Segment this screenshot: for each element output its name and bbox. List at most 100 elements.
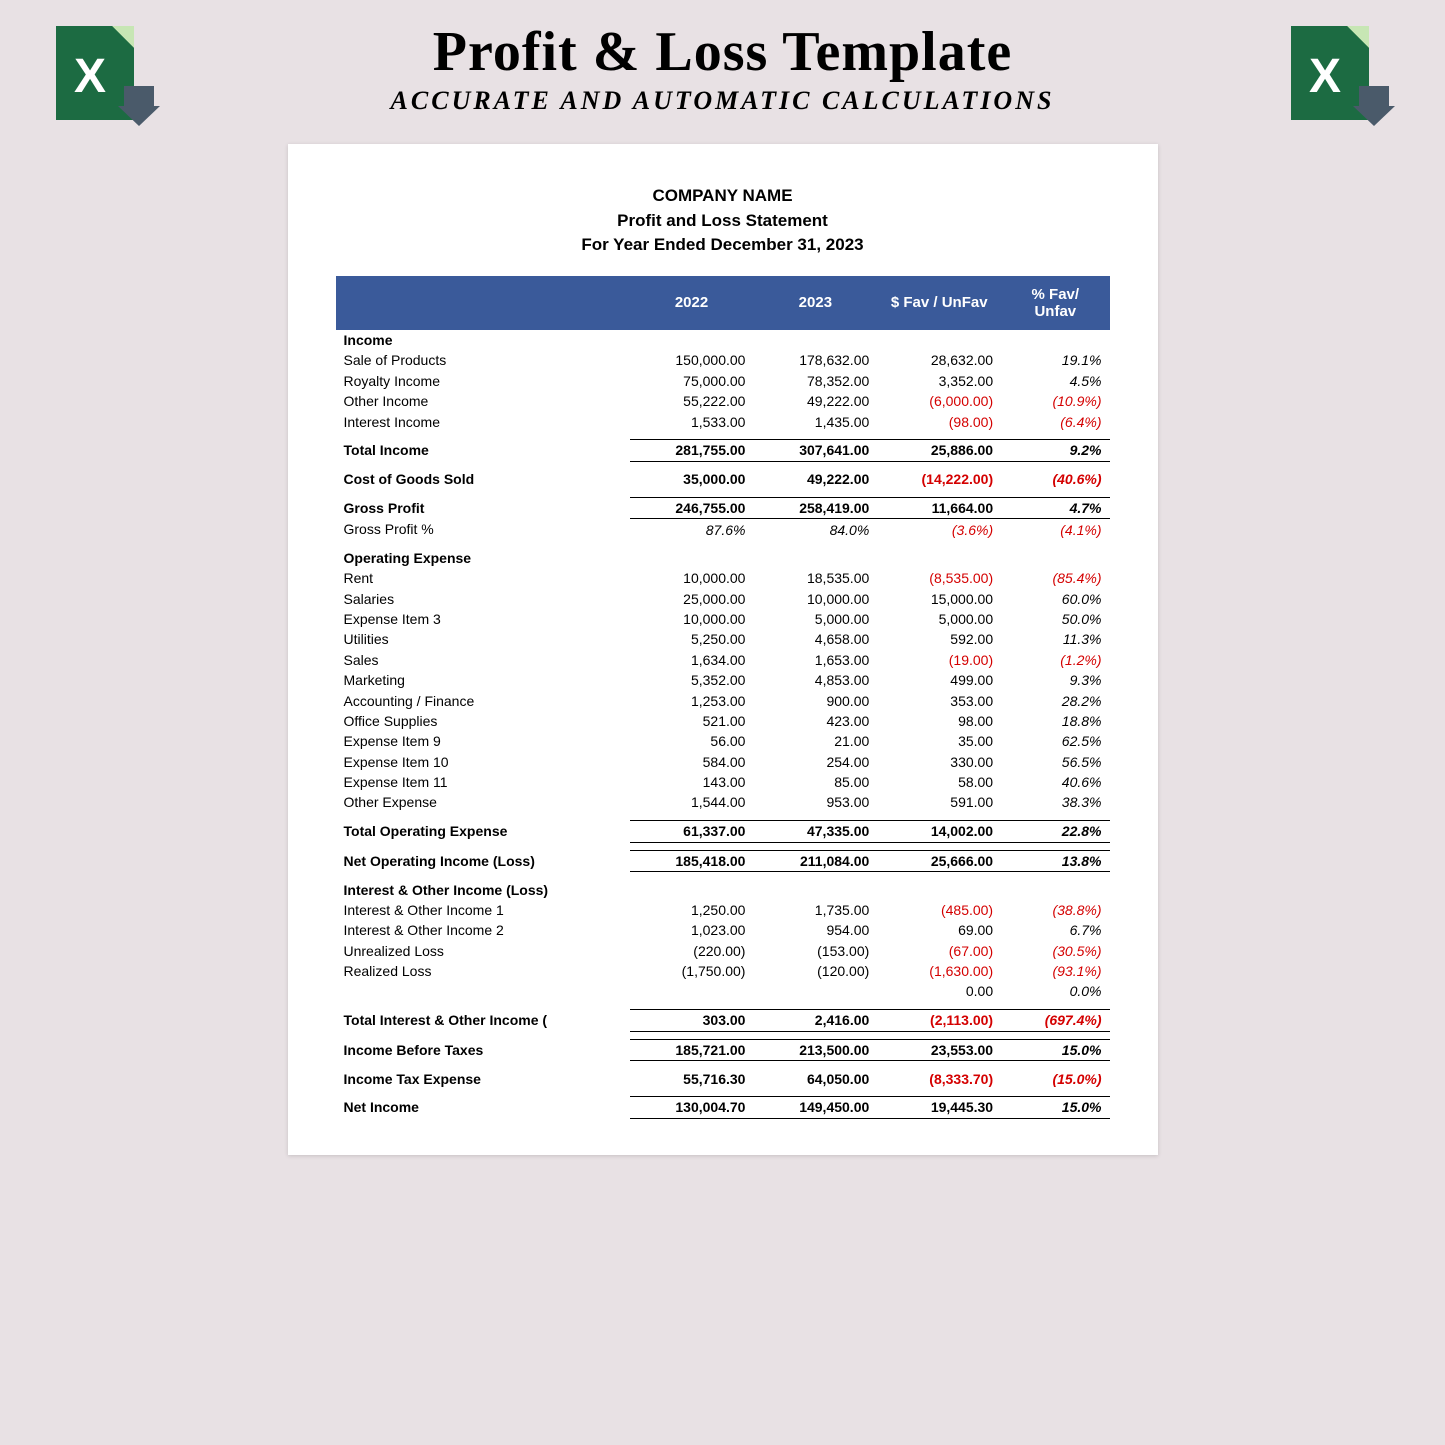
cell: 55,222.00 bbox=[630, 391, 754, 411]
cell: 35.00 bbox=[877, 731, 1001, 751]
cell: 60.0% bbox=[1001, 589, 1109, 609]
cell: 28,632.00 bbox=[877, 350, 1001, 370]
cell: 423.00 bbox=[753, 711, 877, 731]
cell: (153.00) bbox=[753, 941, 877, 961]
table-row: Salaries25,000.0010,000.0015,000.0060.0% bbox=[336, 589, 1110, 609]
table-header-row: 2022 2023 $ Fav / UnFav % Fav/ Unfav bbox=[336, 276, 1110, 330]
cell: Utilities bbox=[336, 629, 630, 649]
cell: 22.8% bbox=[1001, 821, 1109, 842]
table-row bbox=[336, 813, 1110, 821]
cell: 25,666.00 bbox=[877, 850, 1001, 871]
cell: 98.00 bbox=[877, 711, 1001, 731]
table-row: Interest Income1,533.001,435.00(98.00)(6… bbox=[336, 411, 1110, 431]
pnl-sheet: COMPANY NAME Profit and Loss Statement F… bbox=[288, 144, 1158, 1155]
excel-download-icon: X bbox=[1285, 20, 1395, 135]
cell: 15.0% bbox=[1001, 1039, 1109, 1060]
cell: (120.00) bbox=[753, 961, 877, 981]
cell: (38.8%) bbox=[1001, 900, 1109, 920]
table-row: 0.000.0% bbox=[336, 981, 1110, 1001]
cell: 1,653.00 bbox=[753, 650, 877, 670]
cell bbox=[877, 879, 1001, 899]
cell: (3.6%) bbox=[877, 519, 1001, 540]
cell: (93.1%) bbox=[1001, 961, 1109, 981]
cell: 258,419.00 bbox=[753, 498, 877, 519]
table-row: Income Tax Expense55,716.3064,050.00(8,3… bbox=[336, 1068, 1110, 1088]
cell: 14,002.00 bbox=[877, 821, 1001, 842]
table-row: Net Income130,004.70149,450.0019,445.301… bbox=[336, 1097, 1110, 1118]
cell: 23,553.00 bbox=[877, 1039, 1001, 1060]
cell: 150,000.00 bbox=[630, 350, 754, 370]
cell: 40.6% bbox=[1001, 772, 1109, 792]
cell: Office Supplies bbox=[336, 711, 630, 731]
cell: 47,335.00 bbox=[753, 821, 877, 842]
table-row: Expense Item 10584.00254.00330.0056.5% bbox=[336, 752, 1110, 772]
table-row: Sales1,634.001,653.00(19.00)(1.2%) bbox=[336, 650, 1110, 670]
cell: 10,000.00 bbox=[753, 589, 877, 609]
cell: Operating Expense bbox=[336, 548, 630, 568]
cell: 213,500.00 bbox=[753, 1039, 877, 1060]
cell: 1,023.00 bbox=[630, 920, 754, 940]
cell: 178,632.00 bbox=[753, 350, 877, 370]
cell: Income Tax Expense bbox=[336, 1068, 630, 1088]
cell: Other Income bbox=[336, 391, 630, 411]
cell: 19.1% bbox=[1001, 350, 1109, 370]
cell: 4,853.00 bbox=[753, 670, 877, 690]
table-row bbox=[336, 540, 1110, 548]
cell: 69.00 bbox=[877, 920, 1001, 940]
cell: Interest & Other Income 2 bbox=[336, 920, 630, 940]
cell: 21.00 bbox=[753, 731, 877, 751]
cell bbox=[753, 981, 877, 1001]
table-row: Sale of Products150,000.00178,632.0028,6… bbox=[336, 350, 1110, 370]
table-row: Total Income281,755.00307,641.0025,886.0… bbox=[336, 440, 1110, 461]
cell: Accounting / Finance bbox=[336, 690, 630, 710]
cell: Salaries bbox=[336, 589, 630, 609]
cell: Interest Income bbox=[336, 411, 630, 431]
table-row: Other Income55,222.0049,222.00(6,000.00)… bbox=[336, 391, 1110, 411]
table-row: Total Operating Expense61,337.0047,335.0… bbox=[336, 821, 1110, 842]
cell: (485.00) bbox=[877, 900, 1001, 920]
cell: 143.00 bbox=[630, 772, 754, 792]
table-row: Interest & Other Income 11,250.001,735.0… bbox=[336, 900, 1110, 920]
cell: Total Interest & Other Income ( bbox=[336, 1010, 630, 1031]
cell bbox=[753, 330, 877, 350]
page-title: Profit & Loss Template bbox=[0, 20, 1445, 84]
cell: 900.00 bbox=[753, 690, 877, 710]
col-2022: 2022 bbox=[630, 276, 754, 330]
cell: 78,352.00 bbox=[753, 371, 877, 391]
svg-text:X: X bbox=[74, 50, 106, 103]
cell: 1,634.00 bbox=[630, 650, 754, 670]
table-row bbox=[336, 1031, 1110, 1039]
cell: 75,000.00 bbox=[630, 371, 754, 391]
cell: Total Income bbox=[336, 440, 630, 461]
cell: 64,050.00 bbox=[753, 1068, 877, 1088]
cell bbox=[753, 548, 877, 568]
cell: 13.8% bbox=[1001, 850, 1109, 871]
page-subtitle: ACCURATE AND AUTOMATIC CALCULATIONS bbox=[0, 86, 1445, 116]
table-row bbox=[336, 871, 1110, 879]
table-row bbox=[336, 490, 1110, 498]
table-row bbox=[336, 842, 1110, 850]
cell: 18,535.00 bbox=[753, 568, 877, 588]
cell: Unrealized Loss bbox=[336, 941, 630, 961]
cell: 130,004.70 bbox=[630, 1097, 754, 1118]
cell: (1.2%) bbox=[1001, 650, 1109, 670]
cell: 1,250.00 bbox=[630, 900, 754, 920]
cell: 9.2% bbox=[1001, 440, 1109, 461]
cell: 584.00 bbox=[630, 752, 754, 772]
cell: 246,755.00 bbox=[630, 498, 754, 519]
sheet-header: COMPANY NAME Profit and Loss Statement F… bbox=[336, 184, 1110, 258]
cell: 56.00 bbox=[630, 731, 754, 751]
cell: (10.9%) bbox=[1001, 391, 1109, 411]
cell: Gross Profit % bbox=[336, 519, 630, 540]
cell: Interest & Other Income 1 bbox=[336, 900, 630, 920]
cell: (6,000.00) bbox=[877, 391, 1001, 411]
cell: 4,658.00 bbox=[753, 629, 877, 649]
cell: 592.00 bbox=[877, 629, 1001, 649]
cell: 149,450.00 bbox=[753, 1097, 877, 1118]
cell: Sale of Products bbox=[336, 350, 630, 370]
cell: 2,416.00 bbox=[753, 1010, 877, 1031]
cell: 11,664.00 bbox=[877, 498, 1001, 519]
cell: 56.5% bbox=[1001, 752, 1109, 772]
cell: Income Before Taxes bbox=[336, 1039, 630, 1060]
cell: (85.4%) bbox=[1001, 568, 1109, 588]
